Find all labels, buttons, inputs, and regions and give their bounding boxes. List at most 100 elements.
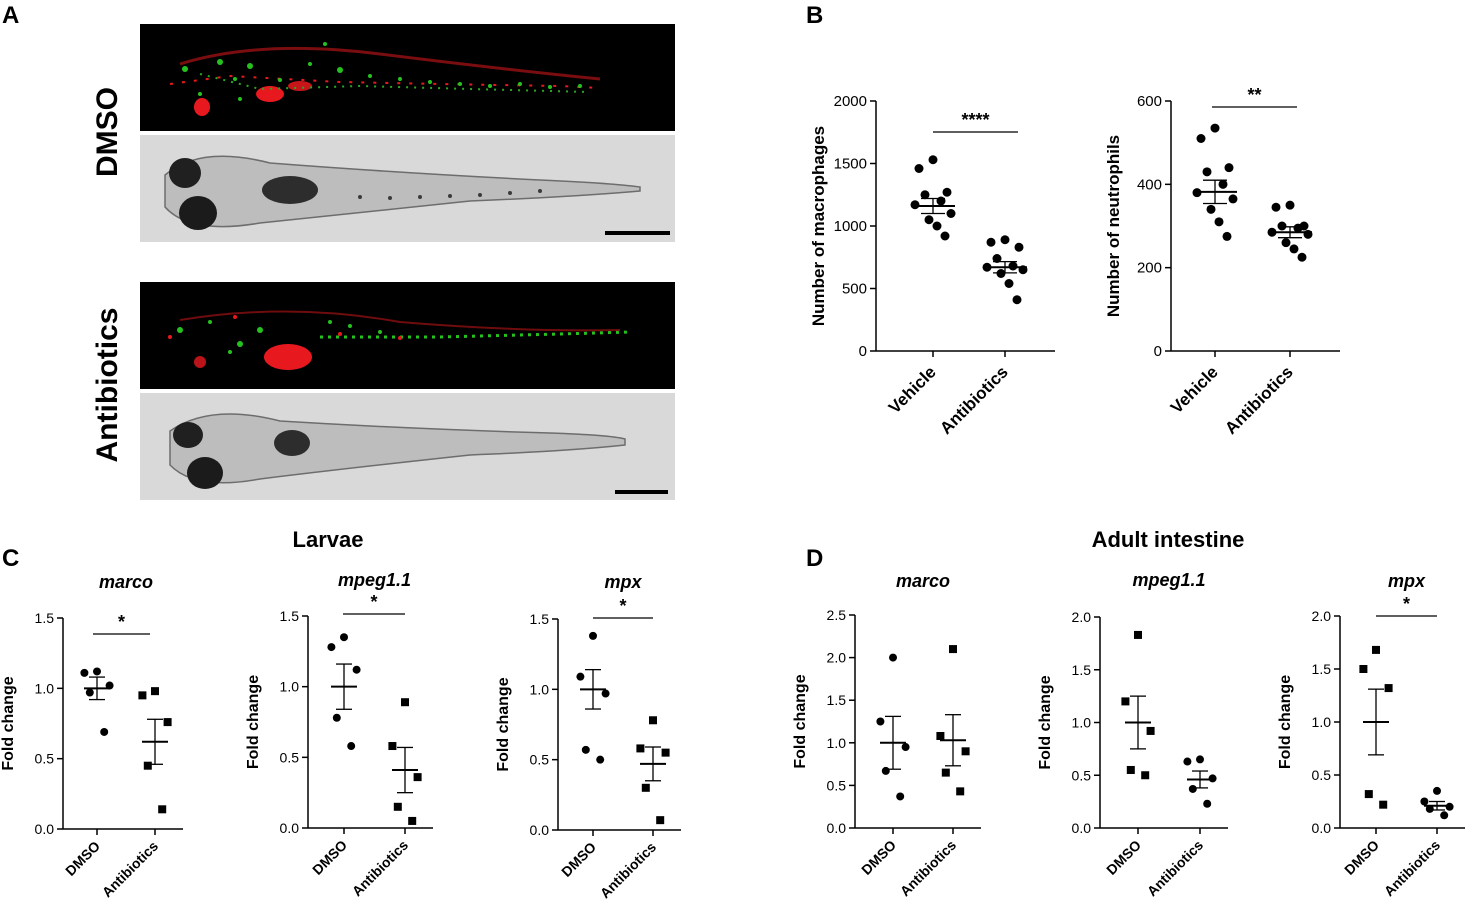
y-axis-label: Fold change <box>1037 675 1054 769</box>
chart-title: marco <box>99 572 153 592</box>
data-point <box>401 698 409 707</box>
data-point <box>992 254 1002 263</box>
larva-body <box>164 155 641 230</box>
data-point <box>581 745 590 754</box>
data-point <box>932 221 942 231</box>
data-point <box>143 761 152 770</box>
data-point <box>1289 244 1299 254</box>
data-point <box>920 190 930 200</box>
significance-label: * <box>370 592 377 612</box>
data-point <box>1440 811 1449 820</box>
data-point <box>928 155 938 165</box>
data-point <box>163 718 172 727</box>
x-category-label: Vehicle <box>1167 362 1222 417</box>
data-point <box>1214 217 1224 227</box>
data-point <box>910 200 920 210</box>
fluorescence-signal <box>168 310 631 370</box>
y-tick-label: 1.0 <box>827 735 847 751</box>
data-point <box>1384 684 1393 693</box>
scale-bar <box>615 490 668 494</box>
significance-label: **** <box>961 110 989 130</box>
data-point <box>1303 229 1313 239</box>
panel-label-d: D <box>806 545 824 572</box>
y-axis-label: Number of neutrophils <box>1104 135 1123 317</box>
x-category-label: Vehicle <box>885 362 940 417</box>
data-point <box>388 742 397 751</box>
data-point <box>1196 755 1204 764</box>
data-point <box>1008 261 1018 271</box>
data-point <box>1121 697 1130 706</box>
y-tick-label: 0 <box>859 343 867 360</box>
y-tick-label: 0.5 <box>1072 767 1092 783</box>
y-axis-label: Fold change <box>792 674 809 768</box>
data-point <box>1202 167 1212 177</box>
significance-label: * <box>619 596 626 616</box>
data-point <box>1196 134 1206 143</box>
x-category-label: Antibiotics <box>597 839 660 902</box>
data-point <box>1379 800 1388 809</box>
y-tick-label: 0.5 <box>1312 767 1332 783</box>
data-point <box>601 689 610 698</box>
data-point <box>100 727 109 736</box>
data-point <box>956 787 965 796</box>
data-point <box>1126 765 1135 774</box>
y-tick-label: 0.5 <box>280 749 300 765</box>
x-category-label: Antibiotics <box>349 837 412 900</box>
panel-label-a: A <box>2 2 20 29</box>
data-point <box>1218 179 1228 189</box>
data-point <box>914 164 924 173</box>
data-point <box>596 755 605 764</box>
significance-label: ** <box>1247 85 1261 105</box>
y-tick-label: 0.0 <box>35 821 55 837</box>
y-axis-label: Fold change <box>495 677 512 771</box>
chart-title: mpeg1.1 <box>338 570 411 590</box>
y-tick-label: 0.5 <box>35 751 55 767</box>
data-point <box>1146 726 1155 735</box>
data-point <box>1141 771 1150 780</box>
x-category-label: Antibiotics <box>1221 362 1297 438</box>
x-category-label: Antibiotics <box>897 837 960 900</box>
data-point <box>1014 242 1024 252</box>
y-tick-label: 0.0 <box>1312 820 1332 836</box>
y-tick-label: 400 <box>1137 176 1162 193</box>
y-tick-label: 1.5 <box>530 611 550 627</box>
data-point <box>1425 804 1434 813</box>
panel-label-b: B <box>806 2 824 29</box>
data-point <box>1271 202 1281 212</box>
y-tick-label: 0 <box>1154 343 1162 360</box>
chart-d-mpx: 0.0 0.5 1.0 1.5 2.0 Fold change mpx DMSOAntibio… <box>1277 571 1465 899</box>
data-point <box>1012 295 1022 305</box>
y-tick-label: 1000 <box>834 218 867 235</box>
data-point <box>340 633 348 642</box>
data-point <box>1188 784 1197 793</box>
y-axis-label: Fold change <box>1277 675 1294 769</box>
data-point <box>901 743 910 752</box>
data-point <box>80 668 89 677</box>
x-category-label: Antibiotics <box>99 838 162 901</box>
data-point <box>1208 774 1217 783</box>
data-point <box>656 816 665 825</box>
y-tick-label: 1500 <box>834 156 867 173</box>
data-point <box>949 645 957 654</box>
x-category-label: DMSO <box>1341 837 1382 878</box>
chart-d-marco: 0.0 0.5 1.0 1.5 2.0 2.5 Fold change marco DMSOAn… <box>792 571 981 899</box>
data-point <box>158 805 167 814</box>
y-tick-label: 200 <box>1137 260 1162 277</box>
y-tick-label: 2.0 <box>1072 609 1092 625</box>
data-point <box>1210 123 1220 133</box>
data-point <box>1445 802 1454 811</box>
data-point <box>889 653 897 662</box>
chart-title: mpx <box>604 572 642 592</box>
data-point <box>649 716 657 725</box>
y-tick-label: 0.0 <box>827 820 847 836</box>
data-point <box>1203 799 1212 808</box>
group-title-larvae: Larvae <box>292 527 364 552</box>
larva-body <box>169 413 626 489</box>
data-point <box>151 687 159 696</box>
x-category-label: Antibiotics <box>1144 837 1207 900</box>
y-tick-label: 1.5 <box>280 608 300 624</box>
chart-title: mpeg1.1 <box>1132 570 1205 590</box>
chart-b-macrophages: 0 500 1000 1500 2000 Number of macrophages Veh… <box>809 93 1055 438</box>
data-point <box>1293 223 1303 233</box>
